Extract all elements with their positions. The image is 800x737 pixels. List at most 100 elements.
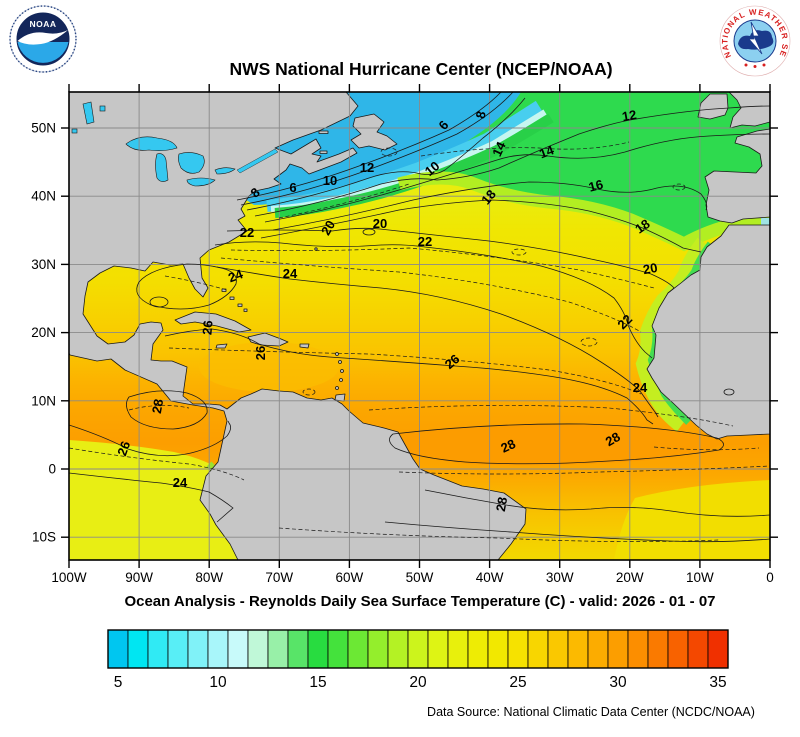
colorbar-cell: [367, 629, 389, 669]
axis-ticks: [61, 84, 778, 568]
noaa-logo: NOAA: [8, 4, 78, 79]
colorbar-cell: [167, 629, 189, 669]
lightning-icon: [748, 21, 763, 55]
colorbar-cell: [207, 629, 229, 669]
y-axis-label: 0: [48, 462, 56, 477]
data-source: Data Source: National Climatic Data Cent…: [427, 705, 755, 719]
isotherm-label: 28: [603, 429, 623, 449]
land-americas: [69, 92, 527, 560]
isotherm-label: 28: [149, 398, 166, 415]
seagull-icon: [17, 30, 68, 45]
page-title: NWS National Hurricane Center (NCEP/NOAA…: [229, 59, 612, 79]
land-hispaniola: [247, 332, 289, 347]
colorbar-cell: [447, 629, 469, 669]
isotherm-label: 10: [323, 173, 337, 188]
colorbar-cell: [327, 629, 349, 669]
isotherm-label: 24: [173, 475, 188, 490]
colorbar-label: 30: [609, 674, 627, 691]
nws-logo: NATIONAL WEATHER SERVICE: [715, 0, 792, 83]
x-axis-label: 90W: [125, 570, 153, 585]
x-axis-label: 30W: [546, 570, 574, 585]
colorbar-cell: [667, 629, 689, 669]
colorbar-cell: [467, 629, 489, 669]
isotherm-label: 14: [489, 139, 509, 159]
colorbar-cell: [527, 629, 549, 669]
isotherm-contours-dashed: [69, 141, 770, 542]
y-axis-label: 50N: [31, 121, 56, 136]
isotherm-label: 14: [537, 142, 556, 161]
colorbar-cell: [127, 629, 149, 669]
isotherm-label: 24: [633, 380, 648, 395]
colorbar-label: 10: [209, 674, 227, 691]
land-france-iberia: [704, 128, 770, 224]
map-caption: Ocean Analysis - Reynolds Daily Sea Surf…: [124, 593, 715, 610]
isotherm-label: 28: [498, 436, 517, 456]
x-axis: 100W 90W 80W 70W 60W 50W 40W 30W 20W 10W 0: [51, 570, 773, 585]
colorbar-cell: [567, 629, 589, 669]
isotherm-label: 28: [493, 496, 510, 513]
isotherm-contours: [69, 92, 770, 543]
nws-logo-icon: NATIONAL WEATHER SERVICE: [715, 0, 791, 77]
isotherm-label: 22: [418, 234, 432, 249]
isotherm-label: 8: [472, 109, 488, 120]
landmasses: [69, 92, 770, 560]
x-axis-label: 80W: [195, 570, 223, 585]
y-axis: 50N 40N 30N 20N 10N 0 10S: [31, 121, 56, 545]
isotherm-label: 20: [373, 216, 387, 231]
colorbar-cell: [187, 629, 209, 669]
colorbar-cell: [307, 629, 329, 669]
isotherm-label: 20: [642, 260, 659, 277]
colorbar-cell: [387, 629, 409, 669]
isotherm-label: 6: [289, 180, 296, 195]
colorbar-cell: [627, 629, 649, 669]
isotherm-label: 24: [283, 266, 298, 281]
colorbar-label: 20: [409, 674, 427, 691]
colorbar-cell: [487, 629, 509, 669]
isotherm-label: 12: [621, 107, 638, 124]
colorbar-cell: [347, 629, 369, 669]
noaa-logo-text: NOAA: [29, 19, 56, 29]
land-cuba: [174, 311, 252, 333]
land-newfoundland: [350, 113, 398, 151]
colorbar-cell: [707, 629, 729, 669]
x-axis-label: 40W: [476, 570, 504, 585]
colorbar-cell: [147, 629, 169, 669]
isotherm-label: 12: [360, 160, 374, 175]
colorbar-cell: [547, 629, 569, 669]
isotherm-label: 26: [114, 439, 133, 458]
colorbar-cell: [407, 629, 429, 669]
land-britain: [728, 92, 770, 129]
isotherm-label: 24: [226, 266, 245, 285]
colorbar-cell: [607, 629, 629, 669]
colorbar-label: 5: [114, 674, 123, 691]
isotherm-label: 22: [240, 225, 254, 240]
graticule: [69, 92, 770, 560]
colorbar-cell: [427, 629, 449, 669]
colorbar-cell: [287, 629, 309, 669]
y-axis-label: 30N: [31, 257, 56, 272]
isotherm-label: 16: [587, 177, 605, 195]
y-axis-label: 10S: [32, 530, 56, 545]
x-axis-label: 70W: [265, 570, 293, 585]
x-axis-label: 20W: [616, 570, 644, 585]
colorbar-label: 25: [509, 674, 526, 691]
colorbar-cell: [227, 629, 249, 669]
y-axis-label: 10N: [31, 393, 56, 408]
x-axis-label: 60W: [336, 570, 364, 585]
isotherm-label: 26: [253, 346, 268, 360]
x-axis-label: 50W: [406, 570, 434, 585]
colorbar-cell: [647, 629, 669, 669]
colorbar-label: 15: [309, 674, 326, 691]
land-ireland: [697, 93, 729, 120]
colorbar-cell: [587, 629, 609, 669]
colorbar-cell: [507, 629, 529, 669]
x-axis-label: 100W: [51, 570, 87, 585]
isotherm-label: 20: [318, 218, 338, 238]
colorbar-cell: [267, 629, 289, 669]
colorbar-cell: [247, 629, 269, 669]
colorbar: 5 10 15 20 25 30 35: [107, 629, 729, 691]
noaa-logo-icon: NOAA: [9, 5, 77, 73]
colorbar-cell: [107, 629, 129, 669]
